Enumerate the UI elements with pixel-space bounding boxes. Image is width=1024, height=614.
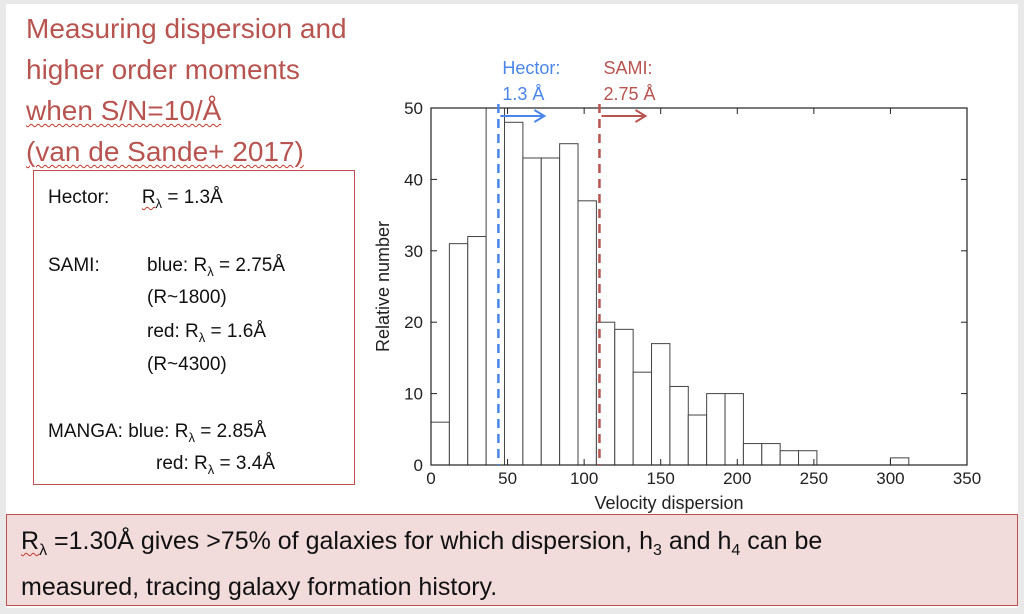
x-tick-label: 100 <box>570 469 598 488</box>
histogram-bar <box>504 121 524 466</box>
histogram-bar <box>577 200 597 466</box>
r-lambda-symbol: Rλ <box>174 421 195 445</box>
histogram-bar <box>761 443 781 466</box>
hector-label-line-1: Hector: <box>502 58 560 78</box>
resolution-markers: Hector: 1.3 Å SAMI: 2.75 Å <box>497 58 656 465</box>
slide-title: Measuring dispersion and higher order mo… <box>26 8 396 172</box>
histogram-bar <box>706 393 726 466</box>
x-tick-label: 150 <box>647 469 675 488</box>
histogram-bar <box>448 243 469 466</box>
histogram-bar <box>724 393 744 466</box>
y-tick-label: 20 <box>404 313 423 332</box>
sami-label: SAMI: <box>48 255 100 276</box>
sami-red-row: red: Rλ = 1.6Å <box>147 321 267 345</box>
histogram-bar <box>669 385 689 466</box>
hector-row: Hector: Rλ = 1.3Å <box>48 187 223 211</box>
histogram-bar <box>651 343 671 466</box>
x-tick-label: 300 <box>876 469 904 488</box>
histogram-bar <box>687 414 708 466</box>
x-tick-label: 350 <box>953 469 981 488</box>
y-tick-label: 10 <box>404 385 423 404</box>
title-line-2: higher order moments <box>26 54 300 85</box>
title-line-1: Measuring dispersion and <box>26 13 347 44</box>
conclusion-line-2: measured, tracing galaxy formation histo… <box>21 573 498 601</box>
y-tick-label: 40 <box>404 170 423 189</box>
histogram-bar <box>430 421 450 466</box>
histogram-bar <box>540 157 561 466</box>
histogram-bars <box>430 107 910 466</box>
r-lambda-symbol: Rλ <box>185 321 206 345</box>
x-axis-label: Velocity dispersion <box>594 493 743 513</box>
y-tick-label: 30 <box>404 242 423 261</box>
sami-arrow-head <box>634 109 648 123</box>
histogram-bar <box>632 371 653 466</box>
hector-label-line-2: 1.3 Å <box>502 84 544 104</box>
sami-blue-resolution: (R~1800) <box>147 287 227 308</box>
histogram-bar <box>467 236 487 466</box>
r-lambda-symbol: Rλ <box>194 453 215 477</box>
axis-ticks: 0 50 100 150 200 250 300 350 0 10 20 30 40 50 <box>404 99 981 488</box>
histogram-bar <box>889 457 910 466</box>
title-line-3-text: when S/N=10/Å <box>26 95 222 126</box>
r-lambda-symbol: Rλ <box>141 187 163 211</box>
x-tick-label: 200 <box>723 469 751 488</box>
histogram-bar <box>742 443 763 466</box>
x-tick-label: 0 <box>426 469 435 488</box>
r-lambda-symbol: Rλ <box>21 527 48 559</box>
hector-arrow-head <box>533 109 547 123</box>
x-tick-label: 50 <box>498 469 517 488</box>
conclusion-line-1: Rλ =1.30Å gives >75% of galaxies for whi… <box>21 527 823 559</box>
plot-frame <box>430 107 968 466</box>
sami-blue-row: blue: Rλ = 2.75Å <box>147 255 286 279</box>
sami-label-line-1: SAMI: <box>603 58 652 78</box>
resolution-info-box: Hector: Rλ = 1.3Å SAMI: blue: Rλ = 2.75Å… <box>33 170 355 485</box>
hector-value: = 1.3Å <box>167 187 223 208</box>
y-tick-label: 0 <box>414 456 423 475</box>
histogram-bar <box>522 157 542 466</box>
histogram-bar <box>559 143 579 466</box>
histogram-bar <box>779 450 800 466</box>
x-tick-label: 250 <box>800 469 828 488</box>
title-line-4: (van de Sande+ 2017) <box>26 131 396 172</box>
sami-red-resolution: (R~4300) <box>147 354 227 375</box>
title-line-3: when S/N=10/Å <box>26 90 396 131</box>
conclusion-banner: Rλ =1.30Å gives >75% of galaxies for whi… <box>6 514 1018 606</box>
y-axis-label: Relative number <box>373 221 393 352</box>
manga-blue-row: MANGA: blue: Rλ = 2.85Å <box>48 421 267 445</box>
histogram-bar <box>485 107 506 466</box>
r-lambda-symbol: Rλ <box>193 255 214 279</box>
manga-red-row: red: Rλ = 3.4Å <box>156 453 276 477</box>
y-tick-label: 50 <box>404 99 423 118</box>
hector-label: Hector: <box>48 187 110 208</box>
histogram-bar <box>614 328 634 466</box>
title-line-4-text: (van de Sande+ 2017) <box>26 136 304 167</box>
sami-label-line-2: 2.75 Å <box>603 84 655 104</box>
